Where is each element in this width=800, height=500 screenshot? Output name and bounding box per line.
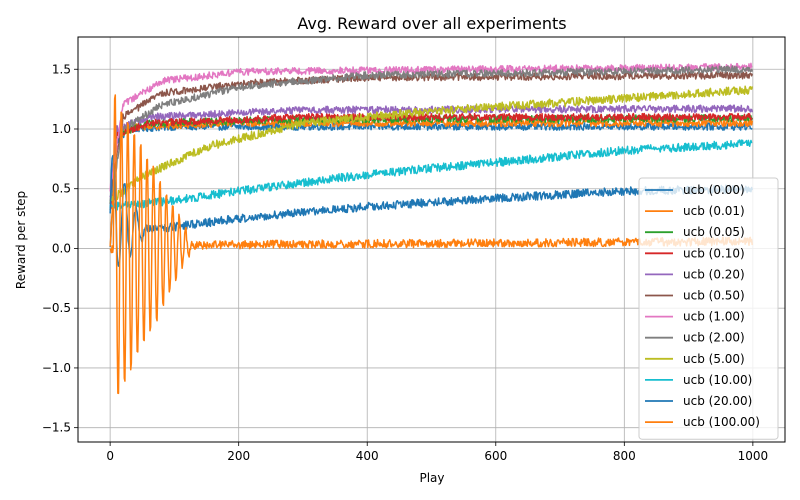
chart-title: Avg. Reward over all experiments	[297, 14, 566, 33]
x-axis-label: Play	[419, 471, 444, 485]
series-line	[109, 65, 753, 203]
legend-box	[638, 177, 779, 440]
x-tick-label: 800	[613, 449, 636, 463]
x-tick-label: 400	[356, 449, 379, 463]
y-tick-label: −1.0	[42, 361, 71, 375]
legend-label: ucb (0.50)	[683, 289, 745, 303]
series-layer	[109, 62, 753, 395]
x-tick-label: 1000	[738, 449, 769, 463]
y-tick-label: −1.5	[42, 421, 71, 435]
legend-label: ucb (5.00)	[683, 352, 745, 366]
series-line	[109, 139, 753, 211]
legend-label: ucb (100.00)	[683, 415, 760, 429]
plot-frame	[77, 36, 786, 443]
legend-label: ucb (0.20)	[683, 267, 745, 281]
legend-label: ucb (0.10)	[683, 246, 745, 260]
legend-label: ucb (20.00)	[683, 394, 752, 408]
legend-label: ucb (0.00)	[683, 183, 745, 197]
x-tick-label: 0	[106, 449, 114, 463]
legend-label: ucb (10.00)	[683, 373, 752, 387]
y-tick-label: 0.5	[52, 182, 71, 196]
x-tick-label: 600	[484, 449, 507, 463]
legend-label: ucb (2.00)	[683, 331, 745, 345]
legend-label: ucb (1.00)	[683, 310, 745, 324]
series-line	[109, 112, 753, 210]
y-tick-label: −0.5	[42, 301, 71, 315]
y-axis-label: Reward per step	[14, 191, 28, 289]
y-tick-label: 1.0	[52, 122, 71, 136]
x-tick-label: 200	[227, 449, 250, 463]
legend-label: ucb (0.05)	[683, 225, 745, 239]
axis-ticks: 0 200 400 600 800 1000 −1.5 −1.0 −0.5 0.0 0.5 1.0 1.…	[42, 62, 768, 463]
legend: ucb (0.00) ucb (0.01) ucb (0.05) ucb (0.10)…	[638, 177, 779, 440]
y-tick-label: 0.0	[52, 241, 71, 255]
y-tick-label: 1.5	[52, 62, 71, 76]
legend-label: ucb (0.01)	[683, 204, 745, 218]
series-line	[109, 85, 753, 203]
